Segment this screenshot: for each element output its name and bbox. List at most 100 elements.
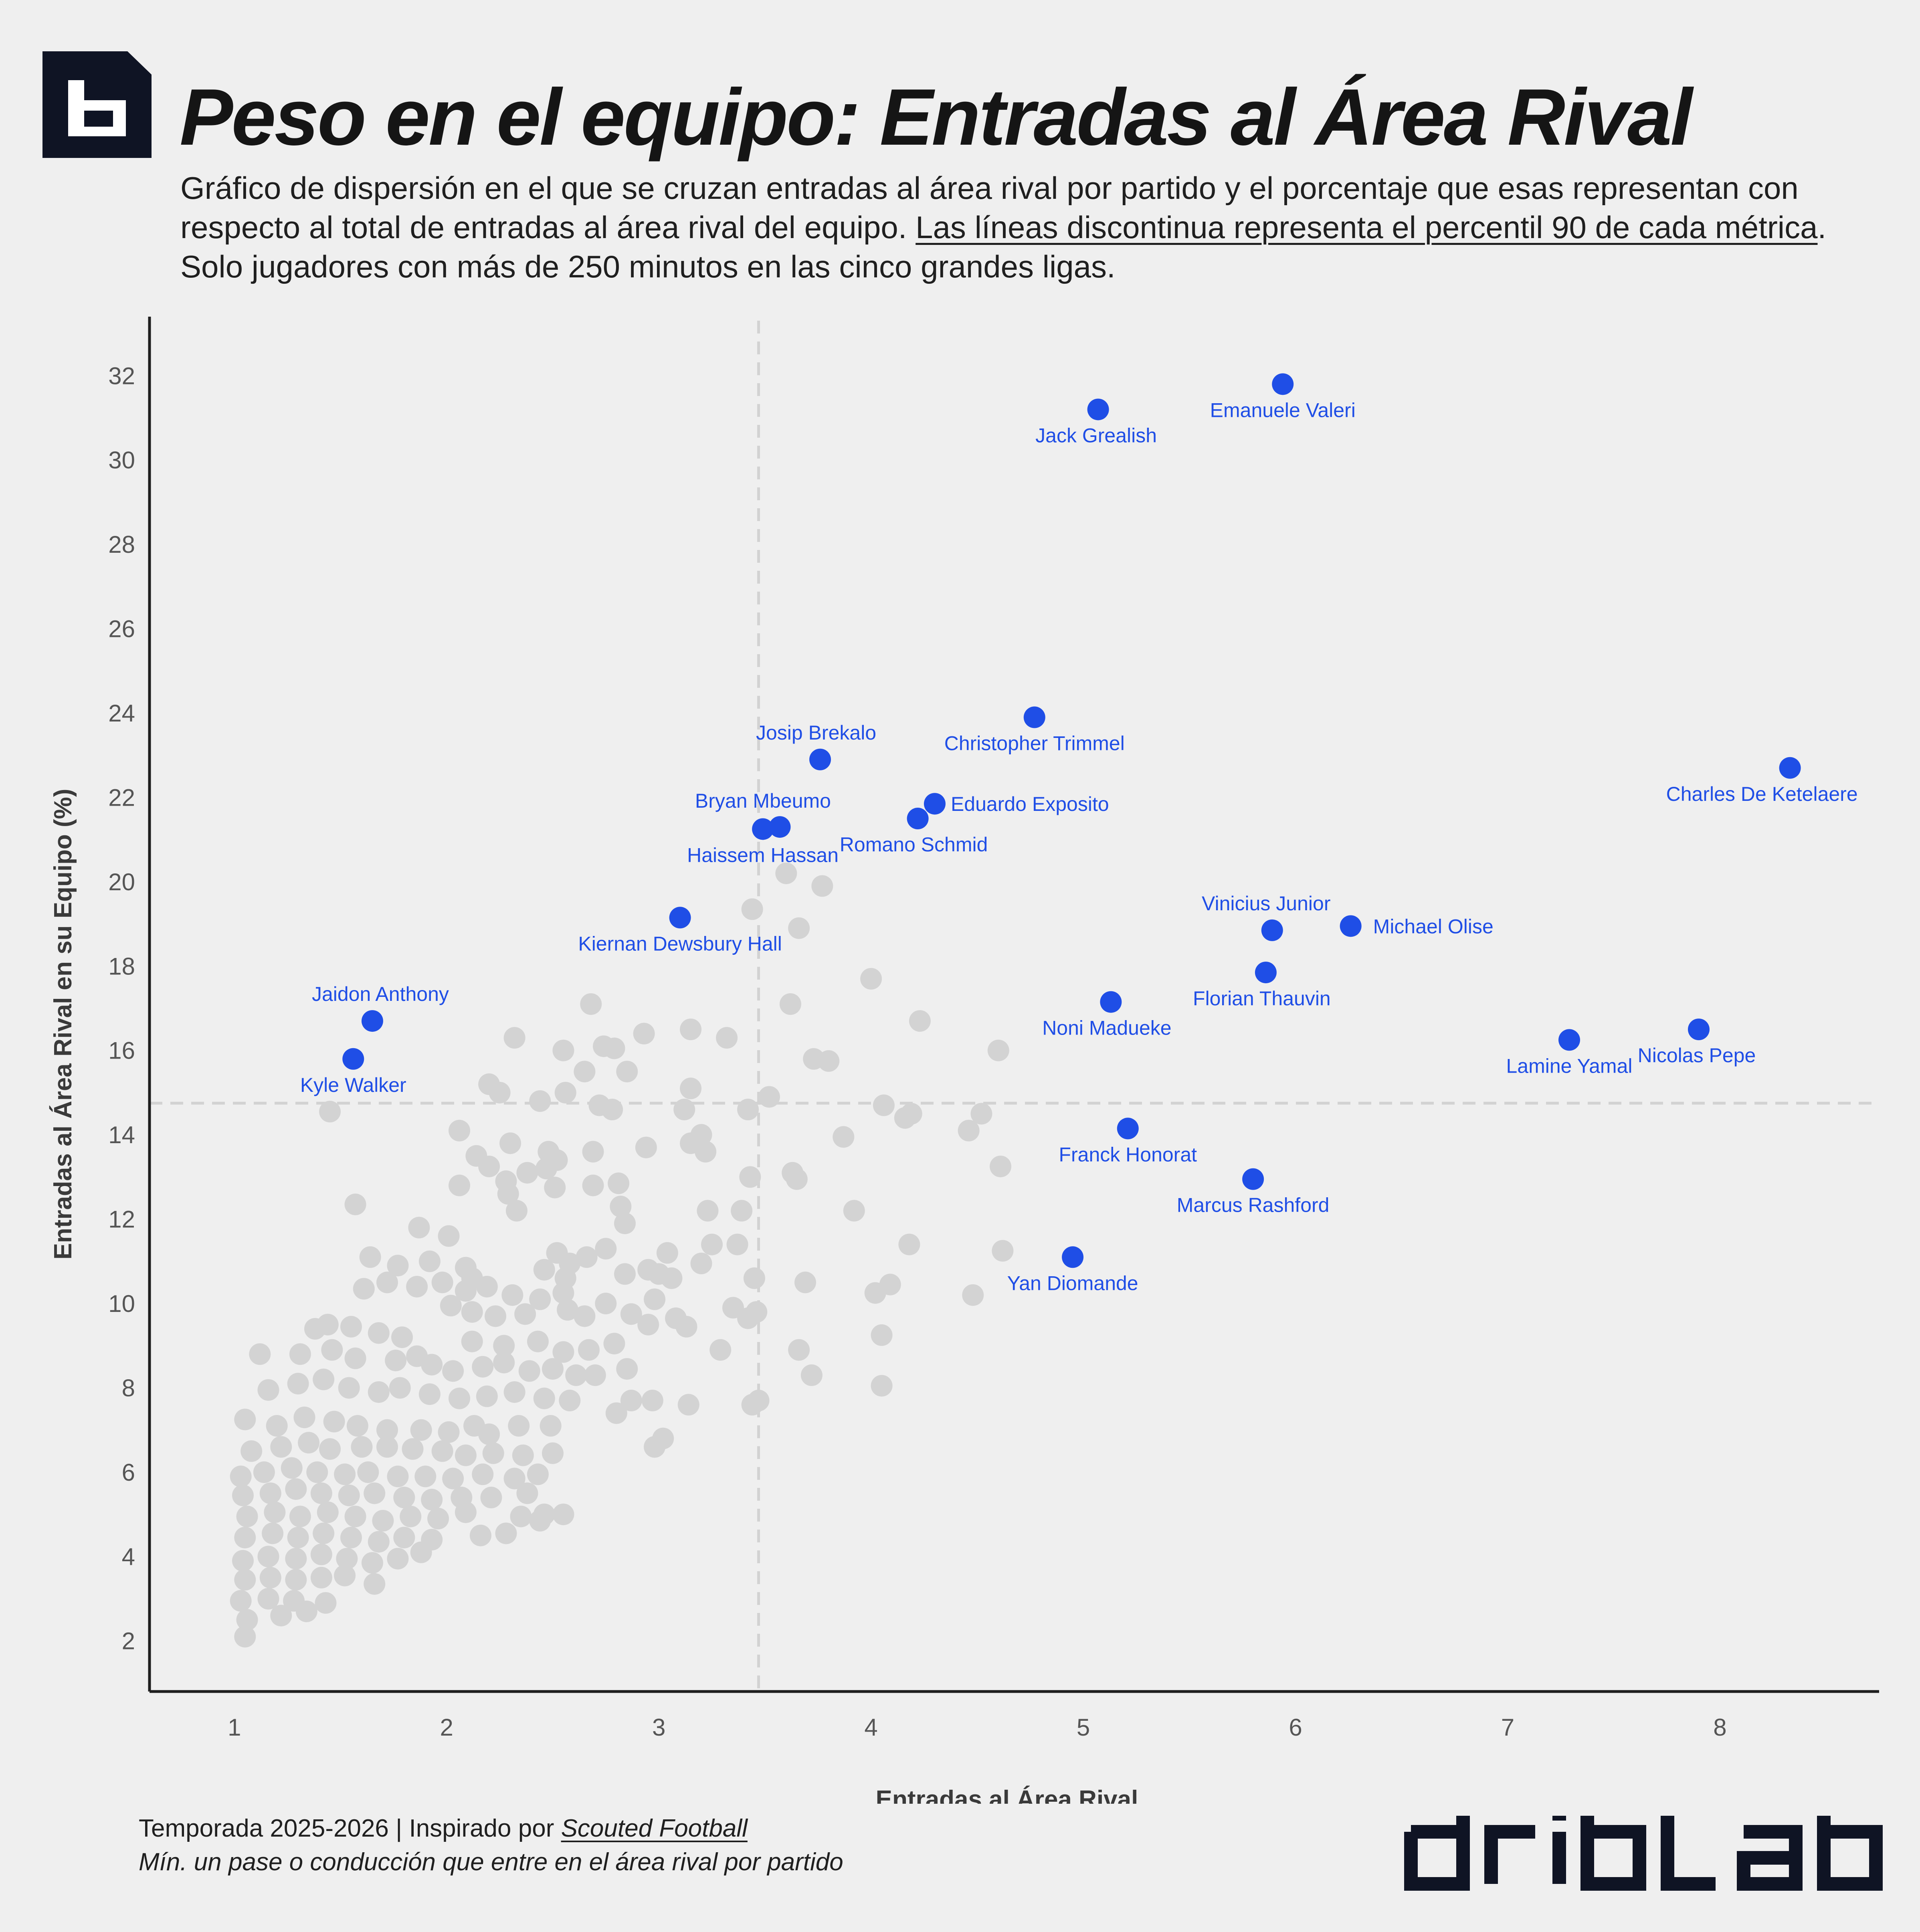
y-tick-label: 10 xyxy=(108,1290,135,1317)
background-point xyxy=(485,1305,506,1327)
background-point xyxy=(695,1141,717,1163)
background-point xyxy=(578,1339,600,1361)
y-tick-label: 18 xyxy=(108,953,135,980)
background-point xyxy=(741,898,763,920)
axes xyxy=(148,317,1879,1693)
point-label: Jack Grealish xyxy=(1035,424,1157,447)
point-label: Kiernan Dewsbury Hall xyxy=(578,932,782,955)
highlighted-point xyxy=(1062,1246,1084,1268)
background-point xyxy=(900,1103,922,1125)
x-tick-label: 3 xyxy=(652,1714,665,1741)
background-point xyxy=(230,1465,252,1487)
background-point xyxy=(448,1174,470,1196)
highlighted-point xyxy=(1340,915,1362,937)
y-tick-label: 2 xyxy=(122,1628,135,1655)
background-point xyxy=(680,1019,702,1041)
background-point xyxy=(461,1330,483,1352)
background-point xyxy=(909,1010,931,1032)
background-point xyxy=(633,1023,655,1045)
driblab-logo-icon xyxy=(42,51,152,158)
background-point xyxy=(376,1419,398,1441)
background-point xyxy=(656,1242,678,1264)
background-point xyxy=(661,1267,683,1289)
background-point xyxy=(775,862,797,884)
x-tick-label: 2 xyxy=(440,1714,453,1741)
background-point xyxy=(527,1330,549,1352)
background-point xyxy=(270,1605,292,1627)
background-point xyxy=(565,1364,587,1386)
background-point xyxy=(987,1039,1009,1061)
background-point xyxy=(495,1522,517,1544)
highlighted-point xyxy=(769,816,791,838)
background-point xyxy=(257,1379,279,1401)
background-point xyxy=(393,1526,415,1548)
source-link[interactable]: Scouted Football xyxy=(561,1815,748,1842)
background-point xyxy=(478,1156,500,1178)
background-point xyxy=(536,1158,558,1180)
background-point xyxy=(234,1409,256,1431)
background-point xyxy=(779,993,801,1015)
subtitle-text: Gráfico de dispersión en el que se cruza… xyxy=(180,170,1799,245)
background-point xyxy=(818,1050,840,1072)
background-point xyxy=(461,1301,483,1323)
background-point xyxy=(310,1566,332,1588)
highlighted-point xyxy=(1242,1168,1264,1190)
background-point xyxy=(372,1510,394,1532)
background-point xyxy=(737,1307,759,1329)
highlighted-point xyxy=(361,1010,383,1032)
highlighted-point xyxy=(907,808,929,830)
y-tick-label: 8 xyxy=(122,1374,135,1401)
point-label: Michael Olise xyxy=(1373,915,1494,938)
background-point xyxy=(359,1246,381,1268)
background-point xyxy=(697,1200,719,1222)
point-label: Jaidon Anthony xyxy=(312,983,449,1005)
y-tick-label: 16 xyxy=(108,1037,135,1064)
background-point xyxy=(385,1350,407,1372)
background-point xyxy=(584,1364,606,1386)
background-point xyxy=(427,1508,449,1530)
background-point xyxy=(440,1295,462,1317)
point-label: Haissem Hassan xyxy=(687,844,839,866)
background-point xyxy=(864,1282,886,1304)
subtitle-text-end: . Solo jugadores con más de 250 minutos … xyxy=(180,210,1827,284)
background-point xyxy=(259,1566,281,1588)
point-label: Bryan Mbeumo xyxy=(695,790,831,812)
background-point xyxy=(529,1090,551,1112)
background-point xyxy=(620,1390,642,1412)
background-point xyxy=(410,1419,432,1441)
background-point xyxy=(544,1176,566,1198)
footer-season: Temporada 2025-2026 | Inspirado por xyxy=(139,1815,561,1842)
background-point xyxy=(323,1411,345,1433)
background-point xyxy=(873,1094,895,1116)
background-point xyxy=(701,1233,723,1255)
background-point xyxy=(559,1390,581,1412)
background-point xyxy=(230,1590,252,1612)
y-tick-label: 32 xyxy=(108,362,135,389)
background-point xyxy=(338,1484,360,1506)
highlighted-point xyxy=(1023,706,1045,728)
background-point xyxy=(871,1324,893,1346)
highlighted-point xyxy=(342,1048,364,1070)
background-point xyxy=(529,1288,551,1310)
background-point xyxy=(351,1436,373,1458)
y-tick-label: 26 xyxy=(108,616,135,643)
background-point xyxy=(641,1390,663,1412)
highlighted-point xyxy=(1688,1019,1710,1041)
background-point xyxy=(455,1501,477,1523)
background-point xyxy=(540,1415,562,1437)
background-point xyxy=(576,1246,598,1268)
background-point xyxy=(557,1299,579,1321)
background-point xyxy=(315,1592,337,1614)
background-point xyxy=(262,1522,284,1544)
background-point xyxy=(266,1415,288,1437)
background-point xyxy=(542,1358,564,1380)
point-label: Christopher Trimmel xyxy=(944,732,1125,755)
background-point xyxy=(310,1482,332,1504)
background-point xyxy=(616,1358,638,1380)
background-point xyxy=(788,917,810,939)
background-point xyxy=(455,1280,477,1302)
y-tick-label: 28 xyxy=(108,531,135,558)
background-point xyxy=(499,1132,521,1154)
y-tick-label: 12 xyxy=(108,1206,135,1233)
background-point xyxy=(406,1275,428,1297)
